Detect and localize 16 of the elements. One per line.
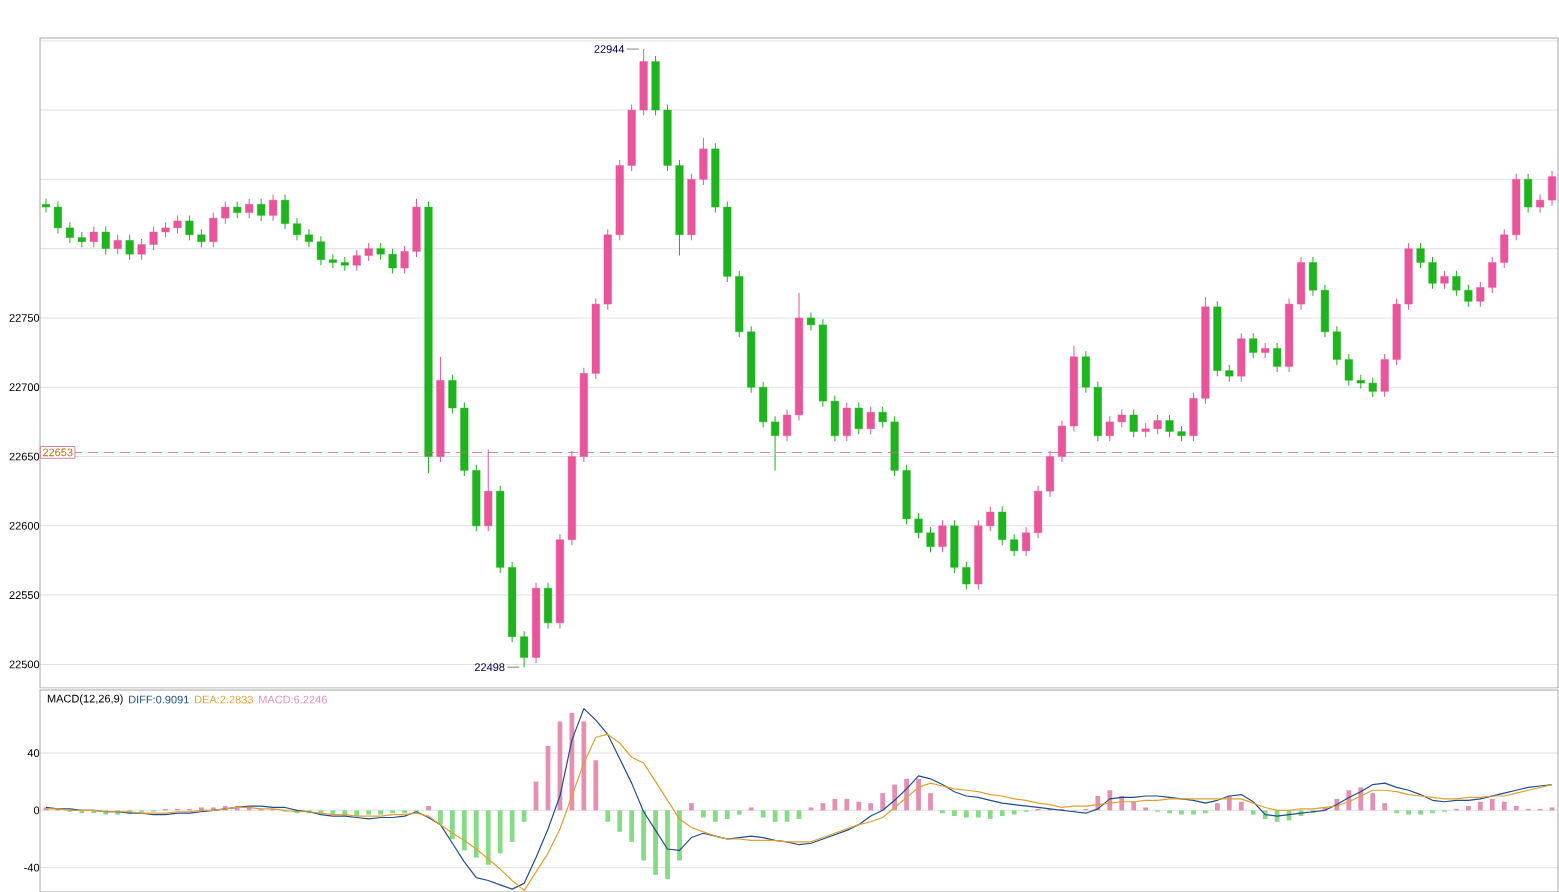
y-tick-label: 22650 [9,452,40,461]
y-tick-label: 22700 [9,383,40,392]
text: DIFF:0.9091 [129,695,189,704]
annotation: 22498 [474,663,505,672]
text: MACD:6.2246 [259,695,327,704]
y-tick-label: 22500 [9,660,40,669]
legend-title: MACD(12,26,9) [47,694,123,705]
y-tick-label: 0 [33,806,40,815]
y-tick-label: 22750 [9,314,40,322]
text: DEA:2.2833 [195,695,253,704]
y-tick-label: 22600 [9,521,40,530]
annotation: 22944 [594,45,625,53]
y-tick-label: 22550 [9,591,40,600]
y-tick-label: -40 [24,863,40,872]
ref-line-label: 22653 [42,448,73,457]
y-tick-label: 40 [27,749,40,757]
